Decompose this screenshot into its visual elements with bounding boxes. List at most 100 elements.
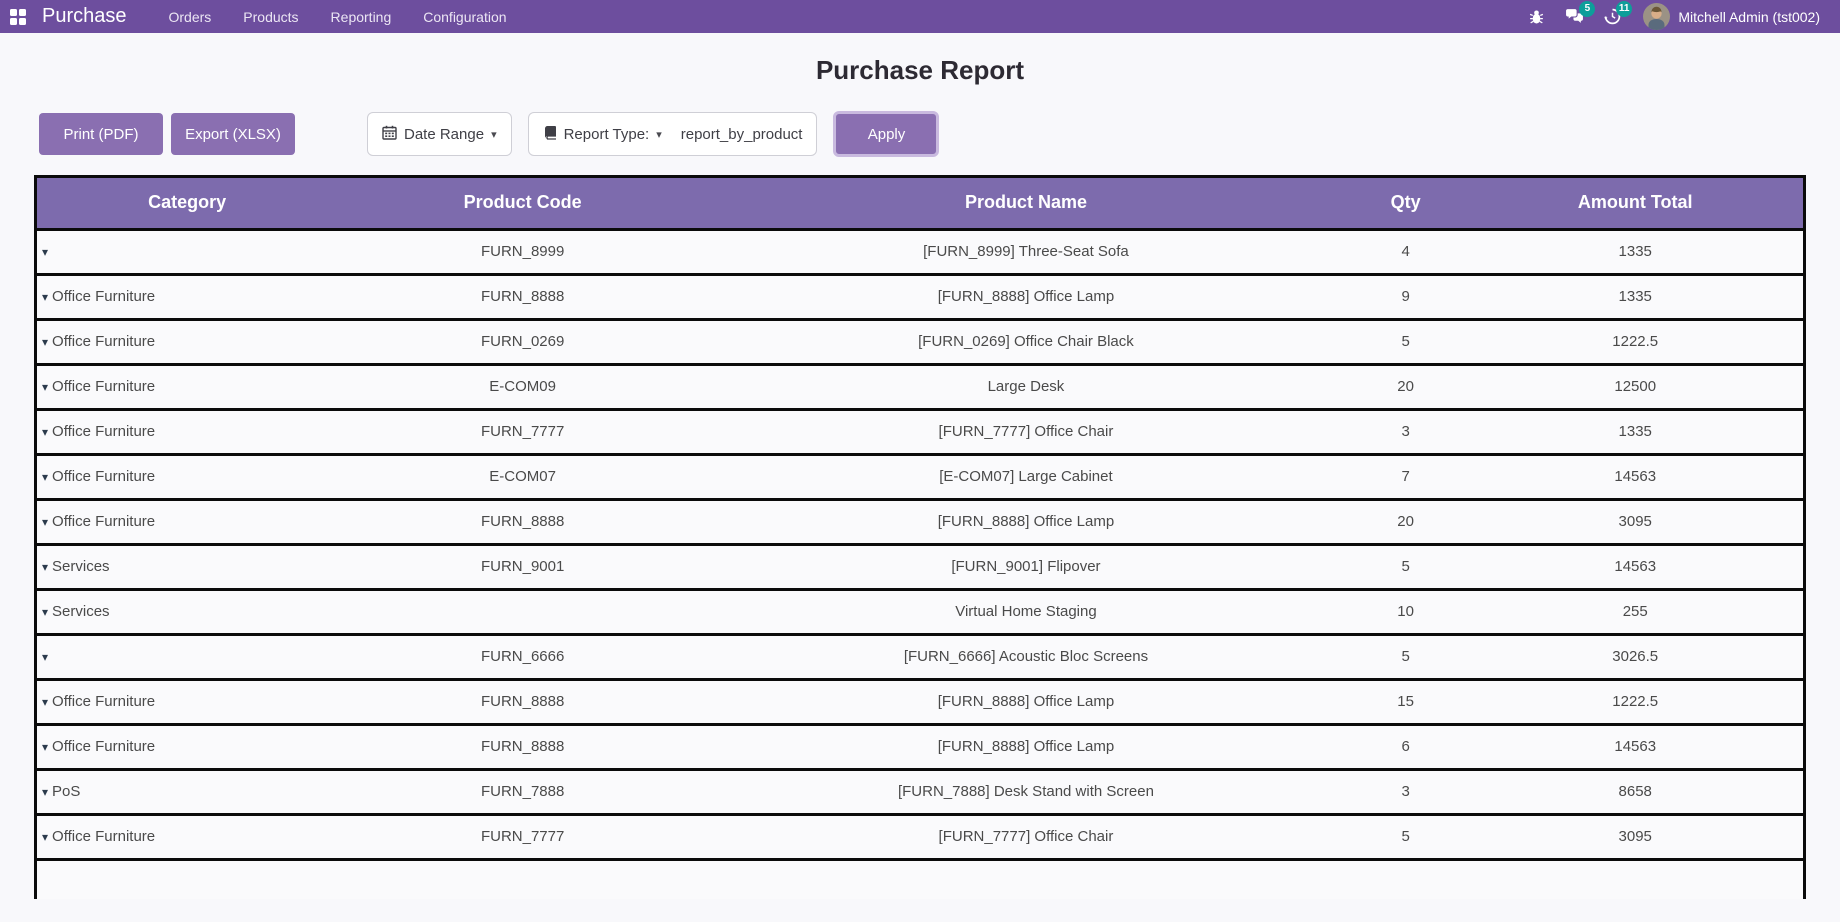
product-name-cell: [FURN_8999] Three-Seat Sofa xyxy=(708,229,1344,276)
qty-cell: 4 xyxy=(1343,229,1468,276)
apps-menu-icon[interactable] xyxy=(10,8,26,25)
product-code-cell xyxy=(337,589,709,636)
messages-badge[interactable]: 5 xyxy=(1579,1,1596,17)
nav-item-products[interactable]: Products xyxy=(243,8,299,25)
product-code-cell: FURN_7777 xyxy=(337,814,709,861)
product-name-cell: Large Desk xyxy=(708,364,1344,411)
caret-down-icon[interactable]: ▾ xyxy=(42,740,49,754)
category-cell: ▾ Services xyxy=(37,589,338,636)
caret-down-icon[interactable]: ▾ xyxy=(42,830,49,844)
amount-cell: 1222.5 xyxy=(1467,319,1803,366)
amount-cell: 12500 xyxy=(1467,364,1803,411)
report-toolbar: Print (PDF) Export (XLSX) Date Range ▾ xyxy=(39,111,1840,157)
table-row: ▾ PoS FURN_7888 [FURN_7888] Desk Stand wi… xyxy=(37,769,1803,816)
messages-icon[interactable]: 5 xyxy=(1565,1,1596,25)
caret-down-icon[interactable]: ▾ xyxy=(42,785,49,799)
product-name-cell: [FURN_7777] Office Chair xyxy=(708,814,1344,861)
amount-cell: 3026.5 xyxy=(1467,634,1803,681)
header-product-name: Product Name xyxy=(708,178,1344,231)
caret-down-icon[interactable]: ▾ xyxy=(42,605,49,619)
amount-cell: 1335 xyxy=(1467,409,1803,456)
table-row: ▾ Services Virtual Home Staging 10 255 xyxy=(37,589,1803,636)
nav-item-configuration[interactable]: Configuration xyxy=(423,8,507,25)
user-menu[interactable]: Mitchell Admin (tst002) xyxy=(1678,8,1820,25)
caret-down-icon[interactable]: ▾ xyxy=(42,380,49,394)
qty-cell: 5 xyxy=(1343,319,1468,366)
product-code-cell: FURN_8888 xyxy=(337,499,709,546)
table-row-partial xyxy=(37,859,1803,899)
table-row: ▾ FURN_6666 [FURN_6666] Acoustic Bloc Sc… xyxy=(37,634,1803,681)
qty-cell: 5 xyxy=(1343,814,1468,861)
caret-down-icon[interactable]: ▾ xyxy=(42,695,49,709)
product-name-cell: [E-COM07] Large Cabinet xyxy=(708,454,1344,501)
table-row: ▾ Office Furniture FURN_0269 [FURN_0269] … xyxy=(37,319,1803,366)
qty-cell: 5 xyxy=(1343,634,1468,681)
chevron-down-icon: ▾ xyxy=(656,128,662,141)
amount-cell: 255 xyxy=(1467,589,1803,636)
header-product-code: Product Code xyxy=(337,178,709,231)
qty-cell: 3 xyxy=(1343,769,1468,816)
activities-clock-icon[interactable]: 11 xyxy=(1604,1,1633,25)
user-avatar[interactable] xyxy=(1643,3,1671,30)
product-code-cell: FURN_0269 xyxy=(337,319,709,366)
product-code-cell: FURN_8888 xyxy=(337,679,709,726)
product-code-cell: FURN_8888 xyxy=(337,724,709,771)
qty-cell: 9 xyxy=(1343,274,1468,321)
caret-down-icon[interactable]: ▾ xyxy=(42,515,49,529)
qty-cell: 15 xyxy=(1343,679,1468,726)
amount-cell: 1222.5 xyxy=(1467,679,1803,726)
product-code-cell: E-COM09 xyxy=(337,364,709,411)
book-icon xyxy=(543,125,557,144)
table-row: ▾ FURN_8999 [FURN_8999] Three-Seat Sofa … xyxy=(37,229,1803,276)
product-name-cell: [FURN_8888] Office Lamp xyxy=(708,274,1344,321)
product-name-cell: [FURN_7777] Office Chair xyxy=(708,409,1344,456)
category-cell: ▾ Office Furniture xyxy=(37,814,338,861)
header-amount-total: Amount Total xyxy=(1467,178,1803,231)
qty-cell: 20 xyxy=(1343,499,1468,546)
date-range-dropdown[interactable]: Date Range ▾ xyxy=(367,112,512,156)
table-row: ▾ Office Furniture E-COM07 [E-COM07] Larg… xyxy=(37,454,1803,501)
product-code-cell: FURN_9001 xyxy=(337,544,709,591)
caret-down-icon[interactable]: ▾ xyxy=(42,335,49,349)
caret-down-icon[interactable]: ▾ xyxy=(42,470,49,484)
product-code-cell: FURN_8999 xyxy=(337,229,709,276)
page-title: Purchase Report xyxy=(815,55,1025,85)
category-cell: ▾ Office Furniture xyxy=(37,409,338,456)
table-header-row: Category Product Code Product Name Qty A… xyxy=(37,178,1803,231)
caret-down-icon[interactable]: ▾ xyxy=(42,245,49,259)
qty-cell: 6 xyxy=(1343,724,1468,771)
category-cell: ▾ xyxy=(37,634,338,681)
report-type-dropdown[interactable]: Report Type: ▾ report_by_product xyxy=(527,112,818,156)
activities-badge[interactable]: 11 xyxy=(1615,1,1633,17)
product-code-cell: FURN_8888 xyxy=(337,274,709,321)
amount-cell: 3095 xyxy=(1467,499,1803,546)
product-name-cell: [FURN_6666] Acoustic Bloc Screens xyxy=(708,634,1344,681)
top-navbar: Purchase Orders Products Reporting Confi… xyxy=(0,0,1840,33)
nav-item-reporting[interactable]: Reporting xyxy=(330,8,392,25)
category-cell: ▾ Office Furniture xyxy=(37,454,338,501)
product-code-cell: FURN_7777 xyxy=(337,409,709,456)
report-type-value: report_by_product xyxy=(680,125,803,143)
qty-cell: 20 xyxy=(1343,364,1468,411)
nav-item-orders[interactable]: Orders xyxy=(168,8,212,25)
category-cell: ▾ Services xyxy=(37,544,338,591)
amount-cell: 14563 xyxy=(1467,454,1803,501)
table-row: ▾ Office Furniture FURN_8888 [FURN_8888] … xyxy=(37,499,1803,546)
caret-down-icon[interactable]: ▾ xyxy=(42,425,49,439)
table-row: ▾ Office Furniture FURN_8888 [FURN_8888] … xyxy=(37,679,1803,726)
bug-icon[interactable] xyxy=(1528,8,1545,25)
caret-down-icon[interactable]: ▾ xyxy=(42,560,49,574)
caret-down-icon[interactable]: ▾ xyxy=(42,650,49,664)
chevron-down-icon: ▾ xyxy=(491,128,497,141)
product-name-cell: [FURN_8888] Office Lamp xyxy=(708,499,1344,546)
amount-cell: 14563 xyxy=(1467,544,1803,591)
caret-down-icon[interactable]: ▾ xyxy=(42,290,49,304)
table-row: ▾ Office Furniture FURN_7777 [FURN_7777] … xyxy=(37,814,1803,861)
table-row: ▾ Services FURN_9001 [FURN_9001] Flipover… xyxy=(37,544,1803,591)
table-row: ▾ Office Furniture FURN_7777 [FURN_7777] … xyxy=(37,409,1803,456)
export-xlsx-button[interactable]: Export (XLSX) xyxy=(171,113,295,155)
print-pdf-button[interactable]: Print (PDF) xyxy=(39,113,163,155)
app-name[interactable]: Purchase xyxy=(42,5,127,27)
apply-button[interactable]: Apply xyxy=(833,111,940,157)
category-cell: ▾ Office Furniture xyxy=(37,724,338,771)
